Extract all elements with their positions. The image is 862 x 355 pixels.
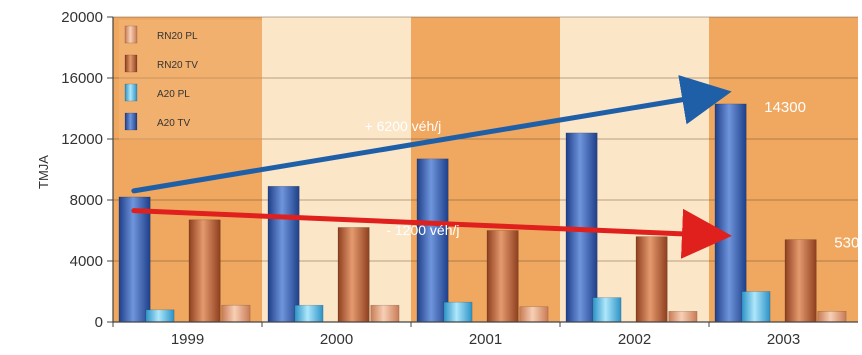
- a20-trend-label: + 6200 véh/j: [365, 118, 442, 134]
- xtick-label-1999: 1999: [171, 331, 204, 348]
- axes: 0 4000 8000 12000 16000 20000 1999 2000 2001 2002…: [61, 9, 858, 348]
- bar-a20-pl-2000: [294, 304, 324, 323]
- bar-rn20-pl-2003: [817, 311, 847, 323]
- bar-a20-tv-2003: [714, 103, 747, 323]
- bar-rn20-tv-2002: [635, 236, 668, 323]
- bar-rn20-tv-2003: [784, 239, 817, 323]
- legend-label-rn20-tv: RN20 TV: [157, 60, 198, 71]
- legend-swatch-rn20-tv: [124, 54, 138, 73]
- a20-trend-arrow: [131, 75, 732, 194]
- bar-a20-pl-1999: [145, 309, 175, 323]
- bar-rn20-pl-2000: [370, 304, 400, 323]
- xtick-label-2002: 2002: [618, 331, 651, 348]
- rn20-trend-label: - 1200 véh/j: [386, 222, 459, 238]
- y-axis-label: TMJA: [36, 155, 51, 189]
- legend-label-a20-pl: A20 PL: [157, 89, 190, 100]
- trend-arrows: + 6200 véh/j - 1200 véh/j 14300 5300: [131, 75, 862, 259]
- bar-a20-tv-1999: [118, 196, 151, 323]
- ytick-label-8000: 8000: [70, 192, 103, 209]
- ytick-label-20000: 20000: [61, 9, 103, 26]
- ytick-label-0: 0: [95, 314, 103, 331]
- ytick-label-4000: 4000: [70, 253, 103, 270]
- xtick-label-2000: 2000: [320, 331, 353, 348]
- legend: RN20 PL RN20 TV A20 PL A20 TV: [119, 20, 262, 140]
- legend-swatch-a20-tv: [124, 112, 138, 131]
- legend-label-a20-tv: A20 TV: [157, 118, 190, 129]
- bar-rn20-tv-2000: [337, 227, 370, 323]
- bar-rn20-pl-2002: [668, 311, 698, 323]
- rn20-trend-arrow: [131, 208, 732, 259]
- xtick-label-2003: 2003: [767, 331, 800, 348]
- end-label-a20-tv: 14300: [764, 99, 806, 116]
- ytick-label-16000: 16000: [61, 70, 103, 87]
- bar-a20-pl-2002: [592, 297, 622, 323]
- xtick-label-2001: 2001: [469, 331, 502, 348]
- bar-rn20-tv-2001: [486, 230, 519, 323]
- legend-label-rn20-pl: RN20 PL: [157, 31, 198, 42]
- bar-rn20-tv-1999: [188, 219, 221, 323]
- bar-a20-pl-2001: [443, 301, 473, 323]
- bar-rn20-pl-1999: [221, 304, 251, 323]
- legend-swatch-a20-pl: [124, 83, 138, 102]
- bar-a20-pl-2003: [741, 291, 771, 323]
- end-label-rn20-tv: 5300: [834, 235, 862, 252]
- legend-swatch-rn20-pl: [124, 25, 138, 44]
- bar-rn20-pl-2001: [519, 306, 549, 323]
- bar-a20-tv-2000: [267, 185, 300, 323]
- bar-a20-tv-2001: [416, 158, 449, 323]
- legend-box: [119, 20, 262, 140]
- ytick-label-12000: 12000: [61, 131, 103, 148]
